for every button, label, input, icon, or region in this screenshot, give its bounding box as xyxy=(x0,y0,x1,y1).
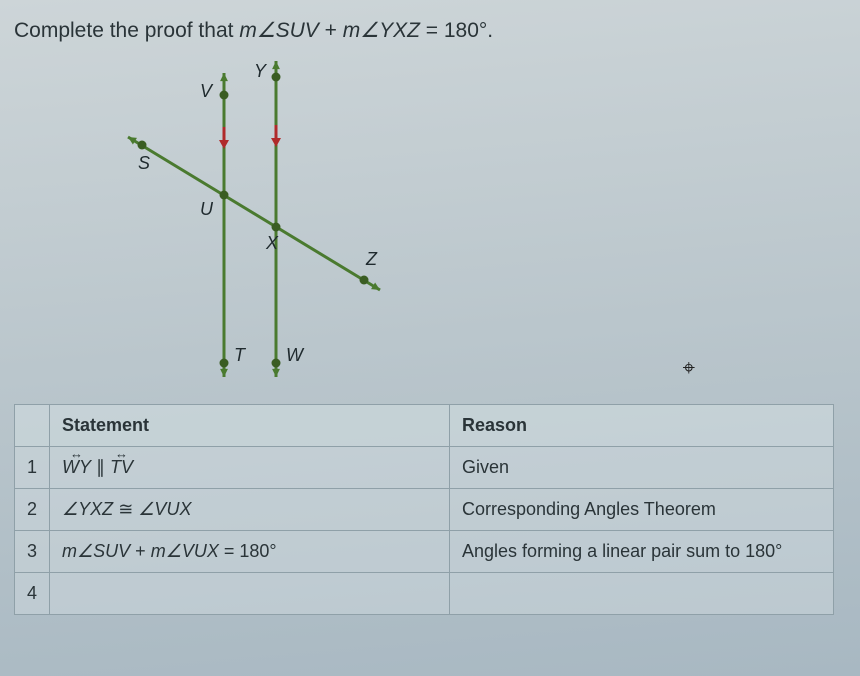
angle-b: ∠VUX xyxy=(138,499,191,519)
angle-a: ∠YXZ xyxy=(62,499,113,519)
row-number: 4 xyxy=(15,573,50,615)
table-row: 1WY ∥ TVGiven xyxy=(15,447,834,489)
table-row: 4 xyxy=(15,573,834,615)
svg-text:X: X xyxy=(265,233,279,253)
statement-cell: m∠SUV + m∠VUX = 180° xyxy=(50,531,450,573)
congruent-symbol: ≅ xyxy=(118,499,133,519)
prompt-prefix: Complete the proof that xyxy=(14,19,239,42)
prompt-lhs1: m∠SUV xyxy=(239,19,319,42)
reason-cell: Corresponding Angles Theorem xyxy=(450,489,834,531)
reason-cell: Angles forming a linear pair sum to 180° xyxy=(450,531,834,573)
header-reason: Reason xyxy=(450,405,834,447)
row-number: 3 xyxy=(15,531,50,573)
svg-text:W: W xyxy=(286,345,305,365)
svg-text:Z: Z xyxy=(365,249,378,269)
geometry-diagram: V Y S U X Z T W xyxy=(114,55,846,390)
prompt-lhs2: m∠YXZ xyxy=(343,19,420,42)
rhs: 180° xyxy=(239,541,276,561)
term-a: m∠SUV xyxy=(62,541,130,561)
svg-text:U: U xyxy=(200,199,214,219)
table-row: 2∠YXZ ≅ ∠VUXCorresponding Angles Theorem xyxy=(15,489,834,531)
statement-cell: ∠YXZ ≅ ∠VUX xyxy=(50,489,450,531)
term-b: m∠VUX xyxy=(151,541,219,561)
proof-prompt: Complete the proof that m∠SUV + m∠YXZ = … xyxy=(14,18,846,43)
statement-cell[interactable] xyxy=(50,573,450,615)
row-number: 1 xyxy=(15,447,50,489)
reason-cell: Given xyxy=(450,447,834,489)
line-b: TV xyxy=(110,457,133,478)
table-header-row: Statement Reason xyxy=(15,405,834,447)
row-number: 2 xyxy=(15,489,50,531)
header-blank xyxy=(15,405,50,447)
table-row: 3m∠SUV + m∠VUX = 180°Angles forming a li… xyxy=(15,531,834,573)
prompt-plus: + xyxy=(319,19,343,42)
svg-text:Y: Y xyxy=(254,61,268,81)
diagram-svg: V Y S U X Z T W xyxy=(114,55,404,385)
svg-text:S: S xyxy=(138,153,150,173)
header-statement: Statement xyxy=(50,405,450,447)
parallel-symbol: ∥ xyxy=(96,457,105,477)
svg-text:V: V xyxy=(200,81,214,101)
svg-text:T: T xyxy=(234,345,247,365)
reason-cell[interactable] xyxy=(450,573,834,615)
prompt-eq: = 180°. xyxy=(420,19,493,42)
line-a: WY xyxy=(62,457,91,478)
mouse-cursor-icon: ⌖ xyxy=(683,355,695,381)
proof-table: Statement Reason 1WY ∥ TVGiven2∠YXZ ≅ ∠V… xyxy=(14,404,834,615)
statement-cell: WY ∥ TV xyxy=(50,447,450,489)
